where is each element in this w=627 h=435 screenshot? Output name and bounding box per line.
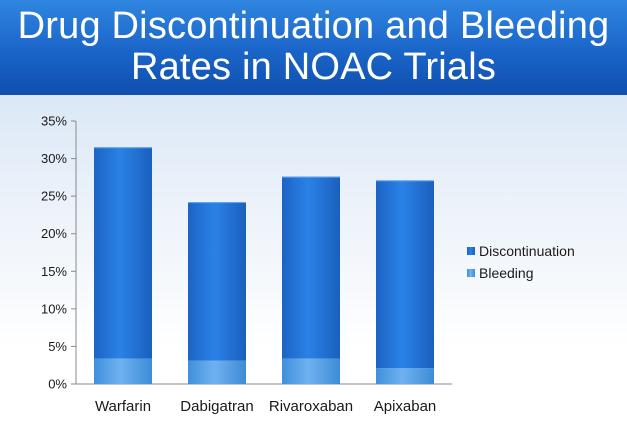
chart-title-line-2: Rates in NOAC Trials <box>130 46 497 88</box>
y-tick-label: 0% <box>48 377 67 392</box>
bar-discontinuation <box>94 147 152 359</box>
bar-bleeding <box>94 358 152 384</box>
bar-bleeding <box>188 360 246 384</box>
bar-bleeding <box>282 358 340 384</box>
x-tick-label: Apixaban <box>374 398 437 415</box>
bar-discontinuation <box>188 202 246 361</box>
title-bar: Drug Discontinuation and Bleeding Rates … <box>0 0 627 95</box>
y-tick-label: 10% <box>41 301 67 316</box>
legend: Discontinuation Bleeding <box>467 243 575 281</box>
x-tick-label: Warfarin <box>95 398 151 415</box>
legend-label: Discontinuation <box>479 243 575 259</box>
y-tick-label: 35% <box>41 114 67 129</box>
x-tick-label: Rivaroxaban <box>269 398 353 415</box>
y-tick-label: 20% <box>41 226 67 241</box>
y-tick-label: 30% <box>41 151 67 166</box>
bar-discontinuation <box>282 176 340 359</box>
legend-swatch <box>467 269 475 277</box>
bar-bleeding <box>376 368 434 384</box>
y-tick-label: 15% <box>41 264 67 279</box>
chart-title: Drug Discontinuation and Bleeding Rates … <box>0 6 627 88</box>
y-tick-label: 25% <box>41 189 67 204</box>
legend-swatch <box>467 247 475 255</box>
y-tick-label: 5% <box>48 339 67 354</box>
chart-title-line-1: Drug Discontinuation and Bleeding <box>17 5 610 47</box>
x-tick-label: Dabigatran <box>180 398 253 415</box>
bar-discontinuation <box>376 180 434 369</box>
legend-label: Bleeding <box>479 265 534 281</box>
bars <box>94 147 434 384</box>
